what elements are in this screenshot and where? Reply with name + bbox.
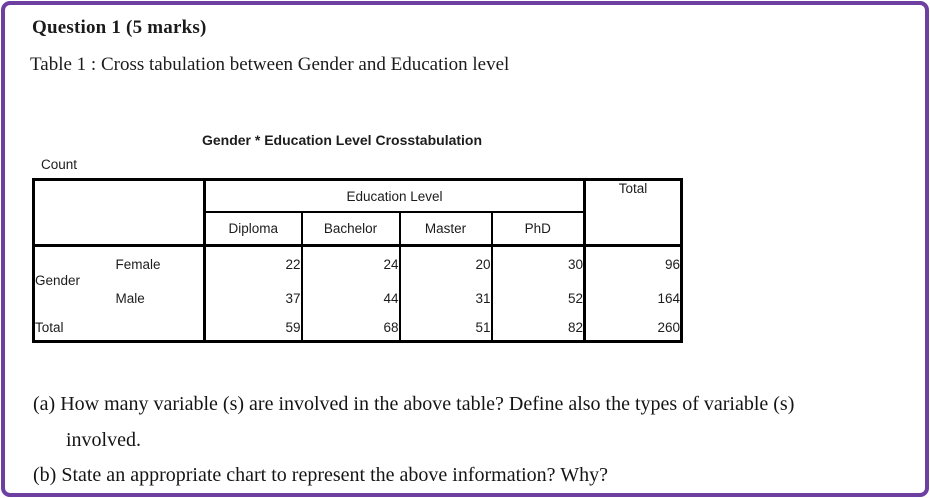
- cell-total-master: 51: [398, 314, 492, 342]
- table-caption: Table 1 : Cross tabulation between Gende…: [30, 54, 510, 75]
- question-heading: Question 1 (5 marks): [32, 17, 207, 38]
- column-header-phd: PhD: [490, 212, 585, 247]
- cell-total-total: 260: [583, 314, 682, 342]
- cell-total-bachelor: 68: [300, 314, 400, 342]
- crosstab-title: Gender * Education Level Crosstabulation: [201, 132, 483, 148]
- total-column-header: Total: [583, 179, 682, 247]
- count-label: Count: [41, 157, 78, 172]
- stub-corner-cell: [33, 179, 206, 247]
- row-label-female: Female: [115, 256, 161, 272]
- row-label-male: Male: [115, 290, 145, 306]
- question-part-a-line1: (a) How many variable (s) are involved i…: [33, 393, 795, 415]
- question-part-b: (b) State an appropriate chart to repres…: [33, 464, 608, 486]
- table-row-female: Gender Female 22 24 20 30 96: [34, 245, 682, 288]
- row-group-label-gender: Gender: [35, 273, 81, 289]
- column-header-master: Master: [398, 212, 492, 247]
- cell-female-master: 20: [398, 245, 492, 282]
- column-header-bachelor: Bachelor: [300, 212, 400, 247]
- question-part-a-line2: involved.: [66, 429, 141, 451]
- question-parts: (a) How many variable (s) are involved i…: [33, 391, 915, 488]
- cell-male-total: 164: [583, 281, 682, 315]
- row-label-total: Total: [35, 319, 64, 335]
- cell-total-phd: 82: [490, 314, 585, 342]
- cell-total-diploma: 59: [203, 314, 302, 342]
- cell-male-diploma: 37: [203, 281, 302, 315]
- table-row-male: Male 37 44 31 52 164: [34, 281, 682, 315]
- column-header-diploma: Diploma: [204, 212, 302, 247]
- cell-female-total: 96: [583, 245, 682, 282]
- cell-female-phd: 30: [490, 245, 585, 282]
- education-level-group-header: Education Level: [204, 179, 585, 213]
- cell-female-diploma: 22: [203, 245, 302, 282]
- table-row-total: Total 59 68 51 82 260: [34, 314, 682, 342]
- header-row-group: Education Level Total: [33, 179, 682, 247]
- cell-female-bachelor: 24: [300, 245, 400, 282]
- cell-male-master: 31: [398, 281, 492, 315]
- cell-male-phd: 52: [490, 281, 585, 315]
- cell-male-bachelor: 44: [300, 281, 400, 315]
- header-row-columns: Diploma Bachelor Master PhD: [34, 212, 682, 247]
- crosstab-table: Education Level Total Diploma Bachelor M…: [32, 178, 684, 343]
